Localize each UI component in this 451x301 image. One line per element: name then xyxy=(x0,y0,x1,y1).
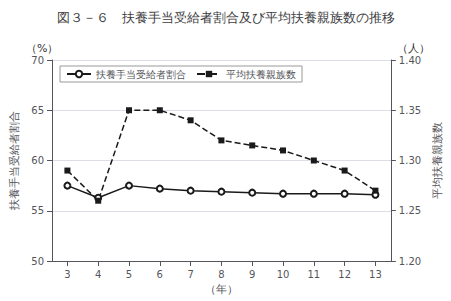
svg-text:7: 7 xyxy=(187,269,193,280)
svg-text:1.25: 1.25 xyxy=(399,205,421,216)
svg-text:扶養手当受給者割合: 扶養手当受給者割合 xyxy=(95,69,186,80)
svg-text:扶養手当受給者割合: 扶養手当受給者割合 xyxy=(8,111,21,211)
svg-text:平均扶養親族数: 平均扶養親族数 xyxy=(226,69,296,80)
svg-text:8: 8 xyxy=(218,269,224,280)
svg-text:65: 65 xyxy=(31,105,44,116)
svg-text:平均扶養親族数: 平均扶養親族数 xyxy=(431,122,444,199)
svg-text:11: 11 xyxy=(307,269,320,280)
svg-text:1.35: 1.35 xyxy=(399,105,421,116)
svg-text:60: 60 xyxy=(31,155,44,166)
svg-text:4: 4 xyxy=(95,269,101,280)
svg-text:55: 55 xyxy=(31,205,44,216)
svg-text:1.30: 1.30 xyxy=(399,155,421,166)
svg-text:13: 13 xyxy=(369,269,382,280)
svg-text:3: 3 xyxy=(64,269,70,280)
svg-text:1.20: 1.20 xyxy=(399,256,421,267)
svg-text:70: 70 xyxy=(31,55,44,66)
svg-text:10: 10 xyxy=(277,269,290,280)
svg-text:図３－６ 扶養手当受給者割合及び平均扶養親族数の推移: 図３－６ 扶養手当受給者割合及び平均扶養親族数の推移 xyxy=(57,10,395,25)
svg-text:6: 6 xyxy=(157,269,163,280)
svg-text:5: 5 xyxy=(126,269,132,280)
svg-text:1.40: 1.40 xyxy=(399,55,421,66)
svg-text:（年）: （年） xyxy=(205,283,238,296)
svg-text:9: 9 xyxy=(249,269,255,280)
svg-text:50: 50 xyxy=(31,256,44,267)
svg-text:12: 12 xyxy=(338,269,351,280)
svg-text:（人）: （人） xyxy=(397,42,430,55)
svg-text:（%）: （%） xyxy=(26,42,58,55)
